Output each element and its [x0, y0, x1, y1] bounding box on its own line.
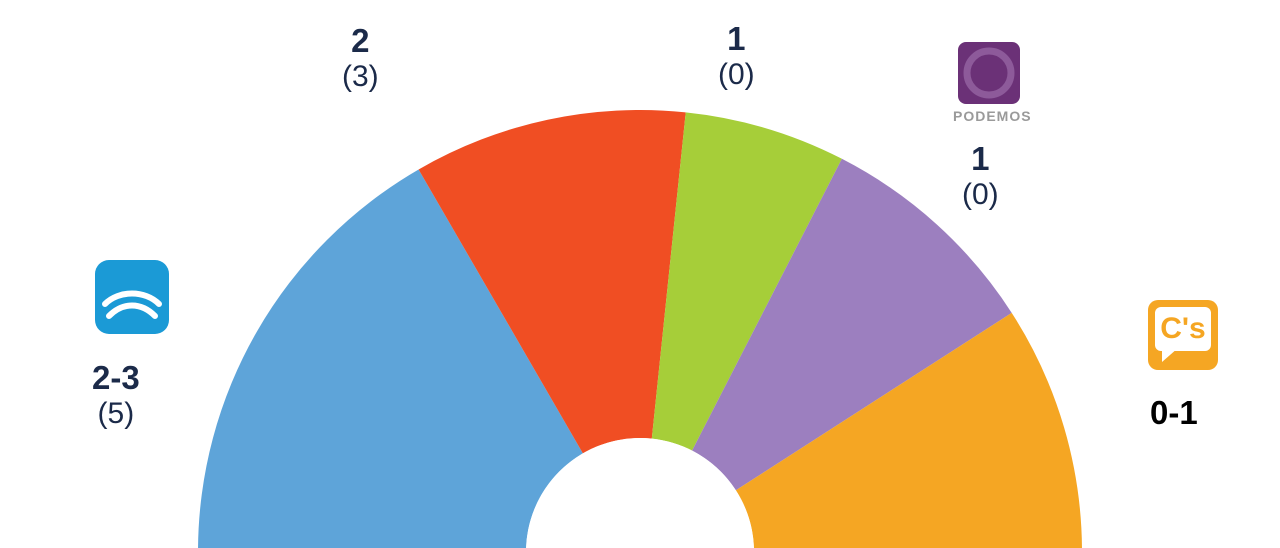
podemos-seat-label: 1 (0): [962, 140, 999, 212]
iu-seats: 1: [718, 20, 755, 58]
chart-stage: PODEMOS C's 2-3 (5) 2 (3) 1 (0) 1 (0) 0-…: [0, 0, 1280, 548]
pp-prev: (5): [92, 397, 140, 432]
pp-seats: 2-3: [92, 359, 140, 397]
iu-seat-label: 1 (0): [718, 20, 755, 92]
podemos-caption: PODEMOS: [953, 108, 1032, 124]
iu-prev: (0): [718, 58, 755, 93]
psoe-seat-label: 2 (3): [342, 22, 379, 94]
pp-seat-label: 2-3 (5): [92, 359, 140, 431]
cs-seat-label: 0-1: [1150, 394, 1198, 432]
cs-seats: 0-1: [1150, 394, 1198, 432]
podemos-prev: (0): [962, 178, 999, 213]
ciudadanos-logo: C's: [1148, 300, 1218, 370]
podemos-circle-icon: [958, 42, 1020, 104]
cs-bubble-icon: C's: [1148, 300, 1218, 370]
podemos-logo: [958, 42, 1020, 104]
seat-donut-chart: [0, 0, 1280, 548]
podemos-seats: 1: [962, 140, 999, 178]
psoe-seats: 2: [342, 22, 379, 60]
pp-bird-icon: [95, 260, 169, 334]
svg-text:C's: C's: [1160, 312, 1205, 345]
pp-logo: [95, 260, 169, 334]
psoe-prev: (3): [342, 60, 379, 95]
